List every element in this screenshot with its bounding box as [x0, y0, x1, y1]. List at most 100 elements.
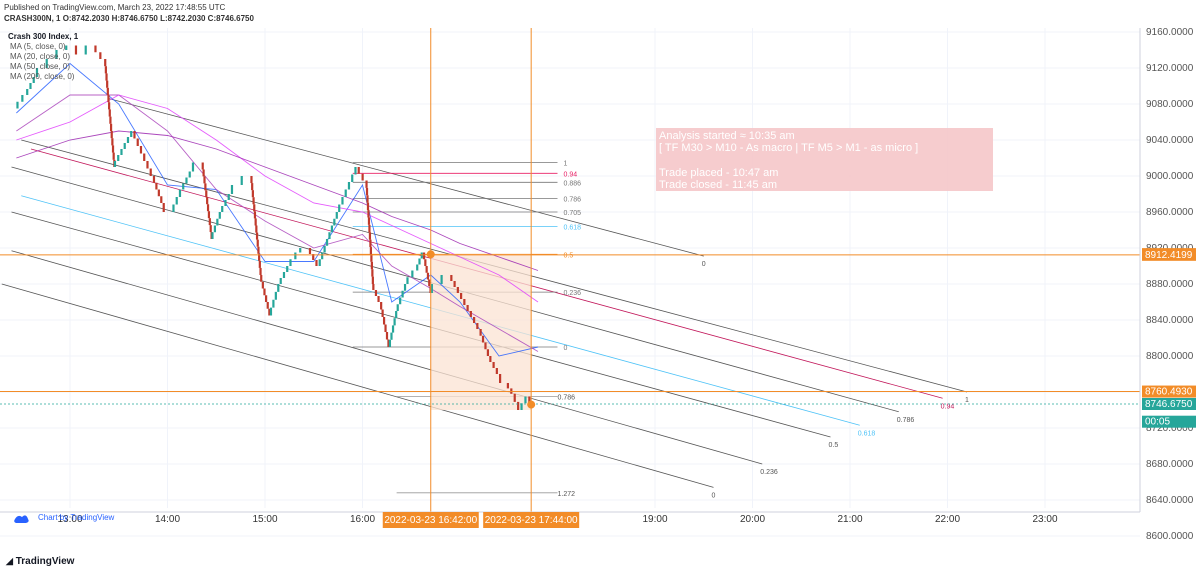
candle: [335, 212, 338, 219]
candle: [257, 246, 260, 254]
candle: [328, 232, 331, 239]
candle: [403, 284, 407, 291]
channel-label: 0.94: [941, 403, 955, 410]
candle: [155, 182, 158, 190]
fib-level-label: 0.94: [564, 171, 578, 178]
price-tag-box: [1142, 415, 1196, 428]
candle: [369, 239, 372, 248]
candle: [323, 245, 326, 253]
legend-title: Crash 300 Index, 1: [8, 32, 79, 41]
ma-line: [16, 62, 539, 357]
candle: [29, 83, 32, 89]
candle: [216, 218, 219, 226]
candle: [393, 318, 396, 326]
candle: [146, 161, 149, 169]
fib-level-label: 0.236: [564, 290, 582, 297]
candle: [107, 95, 110, 103]
candle: [254, 218, 257, 226]
candle: [224, 200, 227, 206]
candle: [430, 284, 433, 293]
channel-label: 0: [702, 261, 706, 268]
candle: [152, 176, 156, 183]
candle: [109, 116, 112, 124]
candle: [201, 162, 204, 170]
candle: [263, 288, 266, 296]
candle: [258, 253, 261, 261]
candle: [299, 248, 302, 253]
candle: [473, 317, 476, 323]
candle: [361, 173, 364, 181]
price-tick-label: 8800.0000: [1146, 351, 1194, 362]
fib-level-label: 1: [564, 161, 568, 168]
candle: [240, 176, 243, 185]
price-tick-label: 9120.0000: [1146, 63, 1194, 74]
candle: [351, 174, 354, 182]
time-tag-box: [382, 512, 479, 528]
price-tag-label: 00:05: [1145, 417, 1170, 428]
fib-channel[interactable]: 0 1 0.94 0.786 0.618 0.5 0.236 0: [1, 98, 969, 500]
moving-averages: [16, 62, 539, 357]
footer: ◢ TradingView: [0, 552, 1200, 575]
candle: [372, 284, 375, 290]
candle: [207, 211, 211, 219]
fib-ext-label: 0.786: [558, 395, 576, 402]
candle: [289, 259, 292, 266]
candle: [479, 329, 482, 336]
candle: [333, 218, 336, 226]
annotation-line-4: Trade placed - 10:47 am: [659, 167, 778, 179]
fib-level-label: 0.5: [564, 252, 574, 259]
candle: [517, 401, 520, 410]
candle: [117, 155, 120, 161]
candle: [377, 296, 380, 302]
candle: [45, 59, 48, 68]
candle: [218, 212, 221, 219]
candle: [484, 342, 487, 350]
footer-brand: TradingView: [15, 556, 75, 567]
candle: [390, 332, 393, 340]
candle: [428, 279, 431, 287]
price-tag-box: [1142, 397, 1196, 410]
chart-header: Published on TradingView.com, March 23, …: [4, 2, 254, 24]
candle: [369, 247, 373, 255]
candle: [469, 311, 472, 317]
candle: [513, 393, 516, 402]
price-chart[interactable]: 0 1 0.94 0.786 0.618 0.5 0.236 0 1 0.94 0.886 0.78…: [0, 28, 1200, 540]
channel-label: 0.236: [760, 469, 778, 476]
candle: [253, 204, 256, 212]
candle: [113, 161, 117, 167]
grid: [0, 28, 1140, 537]
annotation-box[interactable]: Analysis started ≈ 10:35 am [ TF M30 > M…: [656, 128, 993, 191]
time-tick-label: 14:00: [155, 514, 180, 525]
candle: [157, 189, 160, 197]
candle: [111, 138, 114, 146]
time-tick-label: 22:00: [935, 514, 960, 525]
candle: [440, 275, 443, 284]
candle: [111, 145, 115, 153]
candle: [104, 66, 107, 74]
candle: [108, 109, 111, 117]
candle: [344, 189, 347, 197]
price-tick-label: 8680.0000: [1146, 459, 1194, 470]
tradingview-logo: ◢ TradingView: [6, 556, 74, 567]
candle: [460, 293, 463, 299]
fib-level-label: 0.705: [564, 210, 582, 217]
exit-marker: [527, 400, 536, 409]
channel-line: [11, 250, 763, 465]
candle: [272, 299, 275, 308]
candle: [330, 225, 334, 233]
candle: [370, 254, 373, 262]
candle: [26, 89, 29, 95]
time-tag-box: [483, 512, 580, 528]
candle: [35, 68, 39, 77]
candle: [489, 356, 492, 362]
crosshair-lines: [0, 28, 1140, 512]
candle: [268, 308, 271, 316]
candle: [260, 275, 263, 282]
channel-label: 0.618: [858, 430, 876, 437]
candle: [524, 396, 527, 404]
candle: [318, 259, 321, 266]
candle: [258, 260, 261, 268]
price-tick-label: 9000.0000: [1146, 171, 1194, 182]
candle: [367, 217, 371, 225]
candle: [308, 248, 312, 254]
